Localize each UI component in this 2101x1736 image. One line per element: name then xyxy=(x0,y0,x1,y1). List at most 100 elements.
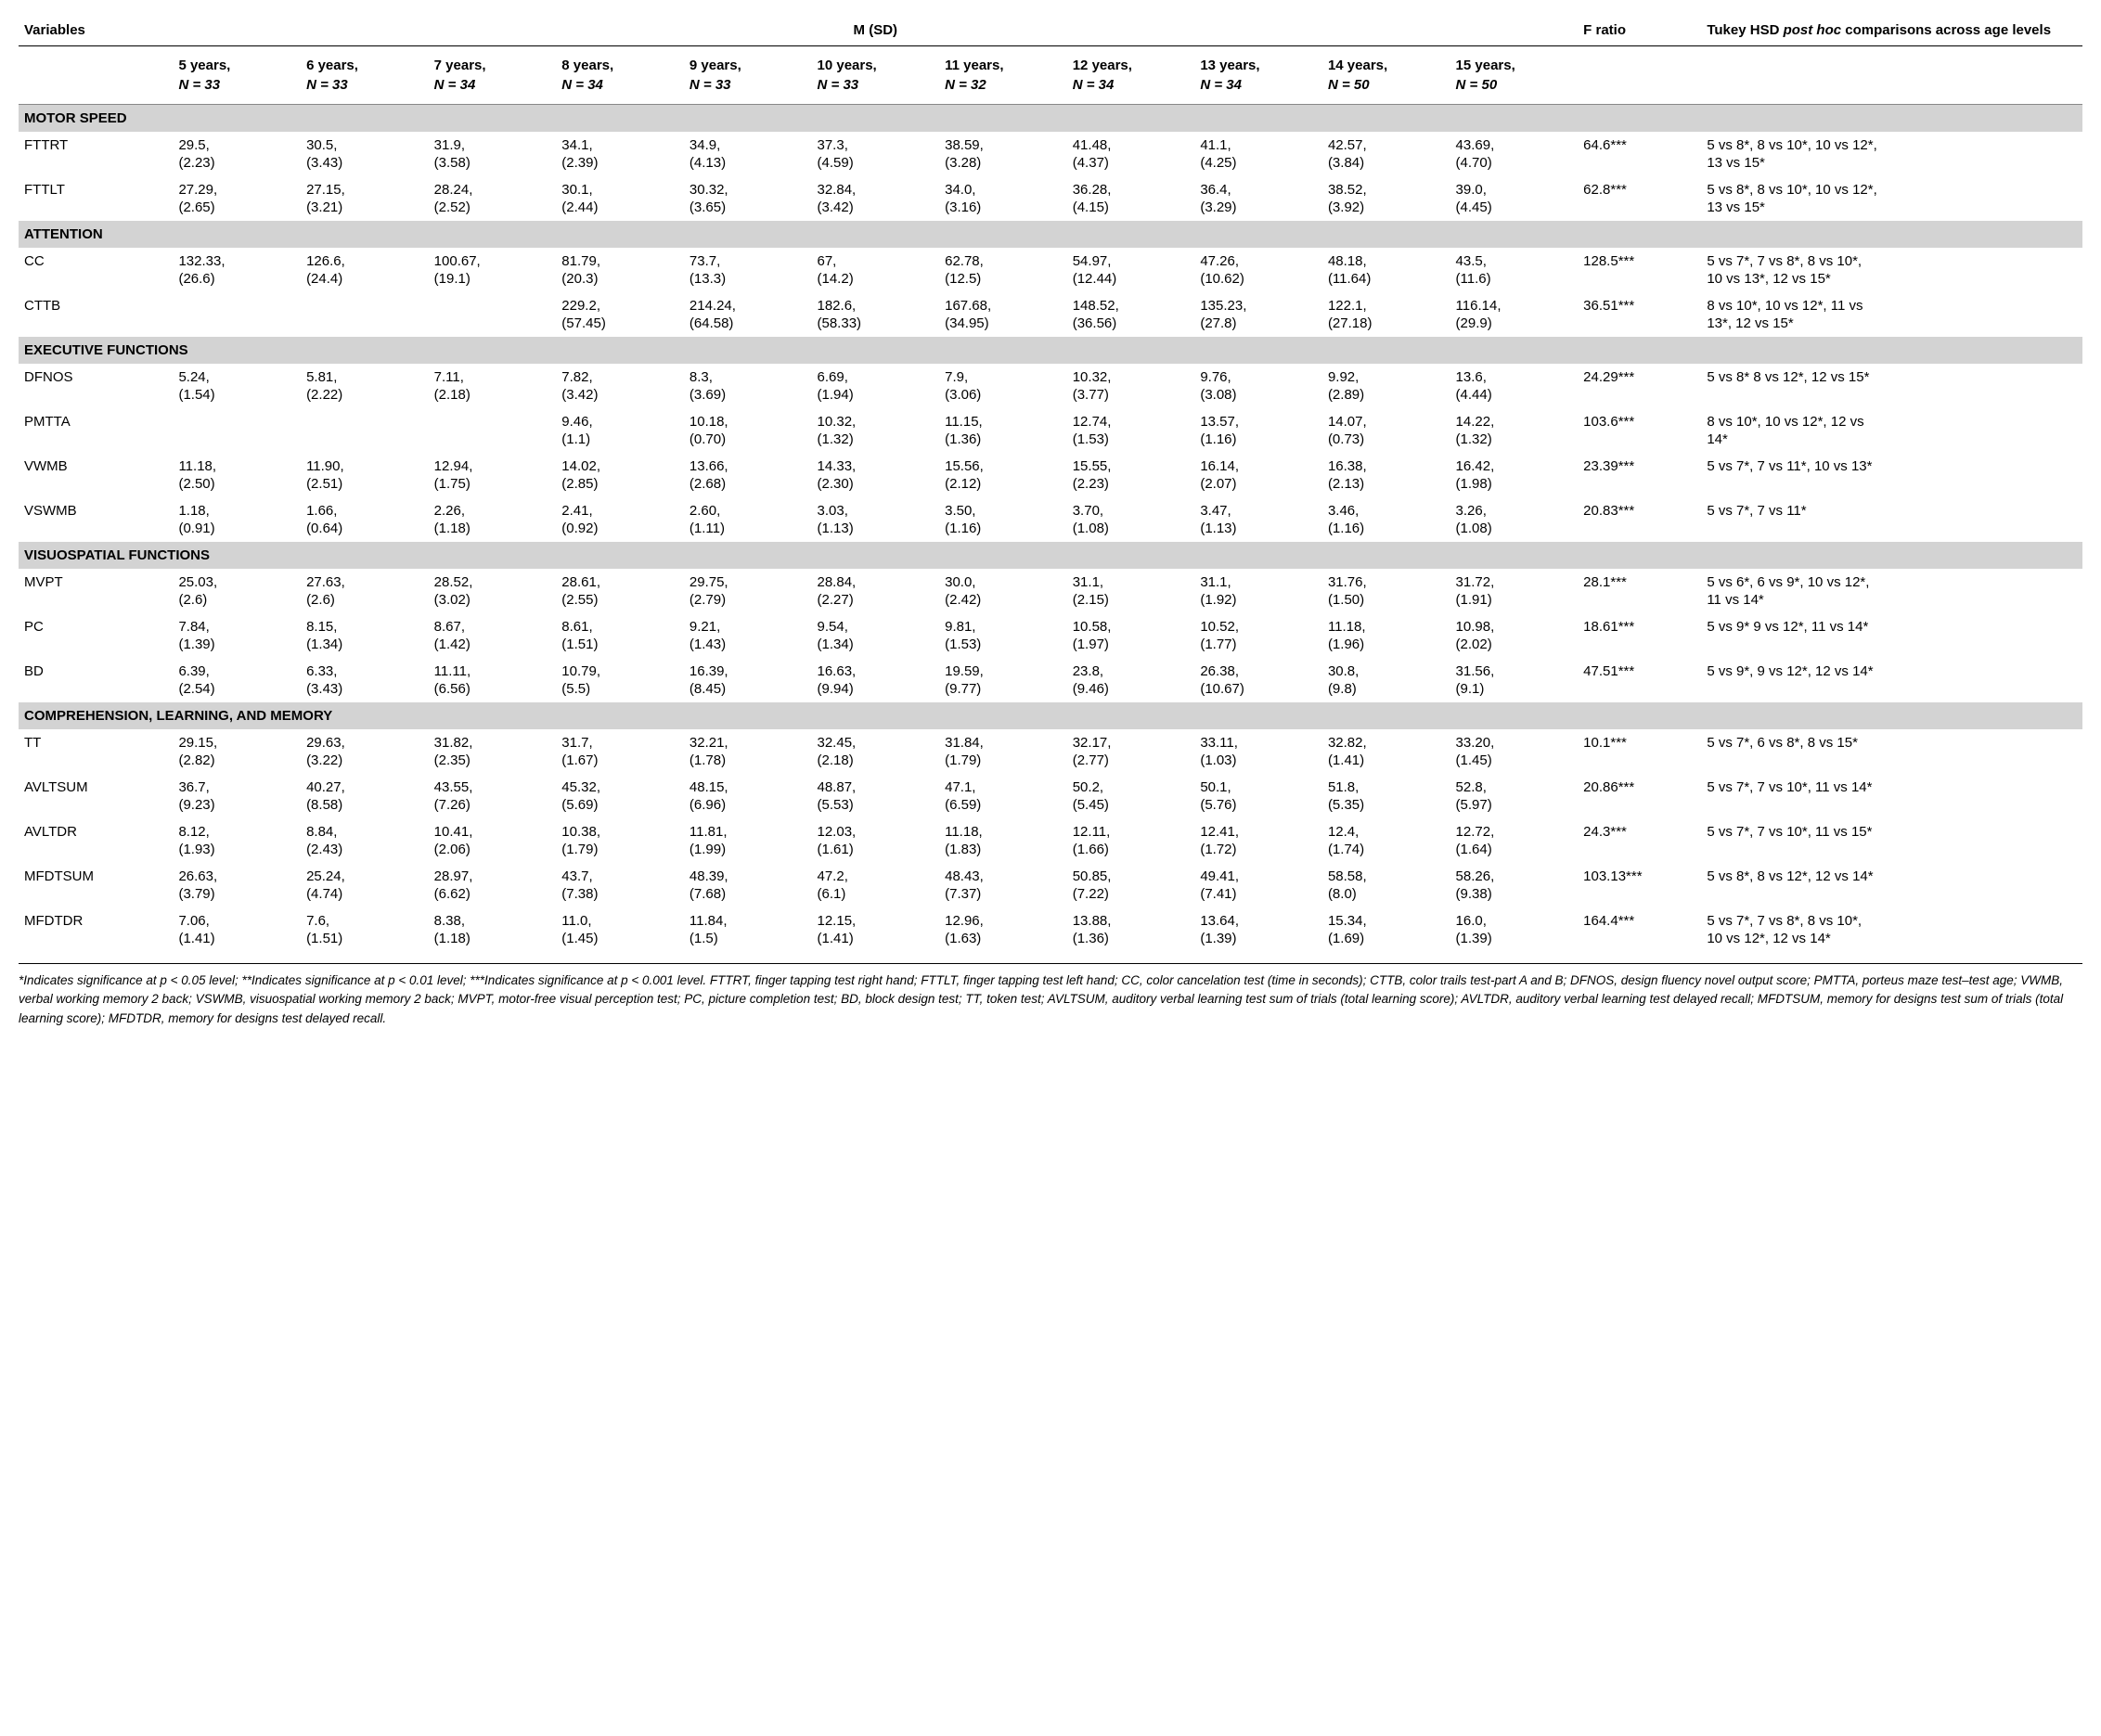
mean-cell: 29.63, xyxy=(301,729,429,752)
sd-cell: (1.53) xyxy=(939,637,1067,658)
mean-cell: 10.52, xyxy=(1194,613,1322,637)
sd-cell: (2.6) xyxy=(173,592,301,613)
sd-cell: (4.37) xyxy=(1067,155,1195,176)
variable-row: PMTTA9.46,10.18,10.32,11.15,12.74,13.57,… xyxy=(19,408,2082,431)
sd-cell: (1.64) xyxy=(1450,842,1579,863)
sd-cell: (1.61) xyxy=(812,842,940,863)
age-header-row: 5 years,N = 336 years,N = 337 years,N = … xyxy=(19,46,2082,105)
mean-cell: 7.9, xyxy=(939,364,1067,387)
mean-cell: 11.81, xyxy=(684,818,812,842)
mean-cell: 12.94, xyxy=(429,453,557,476)
col-fratio: F ratio xyxy=(1578,19,1701,46)
mean-cell: 31.1, xyxy=(1067,569,1195,592)
sd-cell: (34.95) xyxy=(939,315,1067,337)
variable-name: AVLTSUM xyxy=(19,774,173,797)
mean-cell: 81.79, xyxy=(556,248,684,271)
mean-cell: 8.38, xyxy=(429,907,557,931)
section-row: COMPREHENSION, LEARNING, AND MEMORY xyxy=(19,702,2082,729)
variable-row: FTTLT27.29,27.15,28.24,30.1,30.32,32.84,… xyxy=(19,176,2082,199)
sd-cell: (3.58) xyxy=(429,155,557,176)
age-column-header: 9 years,N = 33 xyxy=(684,46,812,105)
sd-cell: (2.6) xyxy=(301,592,429,613)
tukey-cell: 11 vs 14* xyxy=(1701,592,2082,613)
mean-cell: 13.57, xyxy=(1194,408,1322,431)
mean-cell: 47.26, xyxy=(1194,248,1322,271)
mean-cell: 14.33, xyxy=(812,453,940,476)
age-column-header: 8 years,N = 34 xyxy=(556,46,684,105)
mean-cell: 15.56, xyxy=(939,453,1067,476)
sd-cell: (3.79) xyxy=(173,886,301,907)
sd-cell: (4.70) xyxy=(1450,155,1579,176)
mean-cell: 43.55, xyxy=(429,774,557,797)
mean-cell: 50.2, xyxy=(1067,774,1195,797)
sd-cell: (1.51) xyxy=(556,637,684,658)
tukey-cell xyxy=(1701,521,2082,542)
mean-cell: 12.96, xyxy=(939,907,1067,931)
mean-cell: 11.84, xyxy=(684,907,812,931)
variable-sd-row: (0.91)(0.64)(1.18)(0.92)(1.11)(1.13)(1.1… xyxy=(19,521,2082,542)
section-title: EXECUTIVE FUNCTIONS xyxy=(19,337,2082,364)
mean-cell: 132.33, xyxy=(173,248,301,271)
age-column-header: 10 years,N = 33 xyxy=(812,46,940,105)
mean-cell: 10.98, xyxy=(1450,613,1579,637)
sd-cell: (4.44) xyxy=(1450,387,1579,408)
mean-cell: 31.9, xyxy=(429,132,557,155)
sd-cell: (1.79) xyxy=(556,842,684,863)
sd-cell: (1.67) xyxy=(556,752,684,774)
sd-cell: (6.62) xyxy=(429,886,557,907)
mean-cell: 23.8, xyxy=(1067,658,1195,681)
variable-name: CTTB xyxy=(19,292,173,315)
sd-cell: (29.9) xyxy=(1450,315,1579,337)
mean-cell: 31.1, xyxy=(1194,569,1322,592)
sd-cell: (2.27) xyxy=(812,592,940,613)
variable-sd-row: (1.54)(2.22)(2.18)(3.42)(3.69)(1.94)(3.0… xyxy=(19,387,2082,408)
sd-cell: (4.15) xyxy=(1067,199,1195,221)
tukey-cell: 5 vs 7*, 7 vs 8*, 8 vs 10*, xyxy=(1701,907,2082,931)
sd-cell: (3.42) xyxy=(556,387,684,408)
tukey-cell: 5 vs 6*, 6 vs 9*, 10 vs 12*, xyxy=(1701,569,2082,592)
sd-cell: (1.96) xyxy=(1322,637,1450,658)
sd-cell: (2.12) xyxy=(939,476,1067,497)
sd-cell: (2.50) xyxy=(173,476,301,497)
mean-cell: 32.84, xyxy=(812,176,940,199)
mean-cell: 15.55, xyxy=(1067,453,1195,476)
mean-cell: 12.74, xyxy=(1067,408,1195,431)
sd-cell: (4.74) xyxy=(301,886,429,907)
mean-cell: 8.61, xyxy=(556,613,684,637)
sd-cell: (3.29) xyxy=(1194,199,1322,221)
sd-cell: (1.43) xyxy=(684,637,812,658)
mean-cell: 14.02, xyxy=(556,453,684,476)
section-row: MOTOR SPEED xyxy=(19,105,2082,133)
sd-cell: (1.32) xyxy=(812,431,940,453)
mean-cell: 3.70, xyxy=(1067,497,1195,521)
sd-cell: (7.41) xyxy=(1194,886,1322,907)
sd-cell: (3.02) xyxy=(429,592,557,613)
sd-cell: (3.84) xyxy=(1322,155,1450,176)
sd-cell: (10.62) xyxy=(1194,271,1322,292)
mean-cell: 28.24, xyxy=(429,176,557,199)
mean-cell: 58.26, xyxy=(1450,863,1579,886)
sd-cell: (1.41) xyxy=(1322,752,1450,774)
age-column-header: 14 years,N = 50 xyxy=(1322,46,1450,105)
sd-cell xyxy=(429,431,557,453)
sd-cell: (8.0) xyxy=(1322,886,1450,907)
sd-cell: (5.69) xyxy=(556,797,684,818)
sd-cell: (1.18) xyxy=(429,521,557,542)
variable-row: MFDTDR7.06,7.6,8.38,11.0,11.84,12.15,12.… xyxy=(19,907,2082,931)
f-ratio-cell: 24.29*** xyxy=(1578,364,1701,387)
tukey-cell: 10 vs 13*, 12 vs 15* xyxy=(1701,271,2082,292)
mean-cell: 6.39, xyxy=(173,658,301,681)
sd-cell: (1.39) xyxy=(1450,931,1579,952)
mean-cell: 8.12, xyxy=(173,818,301,842)
mean-cell: 16.0, xyxy=(1450,907,1579,931)
f-ratio-cell: 164.4*** xyxy=(1578,907,1701,931)
mean-cell: 8.3, xyxy=(684,364,812,387)
mean-cell: 116.14, xyxy=(1450,292,1579,315)
mean-cell: 32.21, xyxy=(684,729,812,752)
variable-row: MVPT25.03,27.63,28.52,28.61,29.75,28.84,… xyxy=(19,569,2082,592)
mean-cell: 48.18, xyxy=(1322,248,1450,271)
mean-cell: 16.39, xyxy=(684,658,812,681)
mean-cell: 15.34, xyxy=(1322,907,1450,931)
sd-cell: (5.53) xyxy=(812,797,940,818)
mean-cell: 148.52, xyxy=(1067,292,1195,315)
